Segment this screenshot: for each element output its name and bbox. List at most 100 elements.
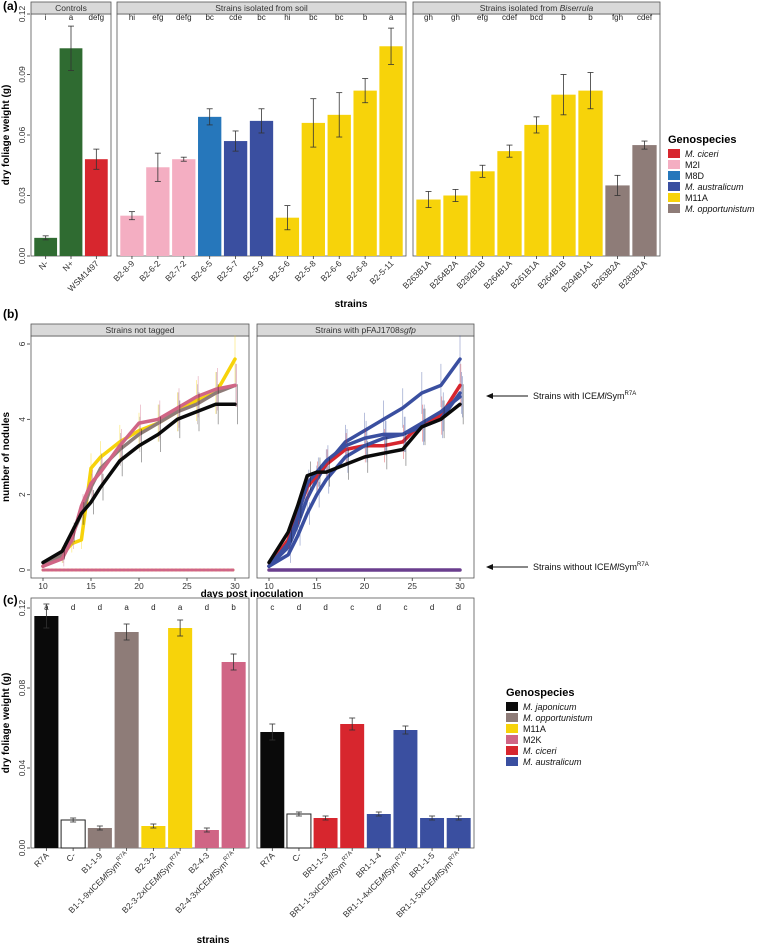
b-x-tick-label: 30 [230, 581, 240, 591]
b-facet-2-title-part: sgfp [400, 325, 416, 335]
c-y-tick-label: 0.08 [17, 679, 27, 696]
legend-a-title: Genospecies [668, 134, 736, 146]
legend-a-label: M. ciceri [685, 149, 720, 159]
bar-B264B1B [551, 94, 576, 257]
a-facet-1-title: Controls [55, 3, 87, 13]
significance-label: efg [477, 13, 488, 22]
bar-C- [60, 819, 86, 849]
bar-B2-5-9 [249, 120, 274, 256]
legend-c-swatch [506, 702, 518, 711]
annotation-part: Strains without ICE [533, 562, 610, 572]
legend-a-label: M. opportunistum [685, 204, 755, 214]
legend-c-swatch [506, 713, 518, 722]
bar-B1-1-9xICEMlSymR7A [114, 632, 139, 848]
legend-a-label: M2I [685, 160, 700, 170]
c-facet-2-frame [256, 597, 475, 849]
a-y-tick-label: 0.12 [17, 5, 27, 22]
x-tick-label: B2-5-11 [367, 258, 395, 286]
bar-B2-4-3 [194, 830, 219, 848]
significance-label: a [178, 603, 183, 612]
b-x-axis-label: days post inoculation [201, 589, 304, 600]
significance-label: bc [309, 13, 317, 22]
bar-BR1-1-4xICEMlSymR7A [393, 730, 418, 848]
bar-B2-5-7 [223, 141, 248, 256]
b-x-tick-label: 10 [38, 581, 48, 591]
legend-a-swatch [668, 204, 680, 213]
bar-B264B1A [497, 151, 522, 256]
x-tick-label: R7A [32, 850, 51, 869]
x-tick-label-sup: R7A [341, 850, 353, 862]
annotation-sup: R7A [637, 562, 649, 568]
x-tick-label-sup: R7A [223, 850, 235, 862]
b-x-tick-label: 15 [312, 581, 322, 591]
panel-letter-a: (a) [3, 0, 18, 13]
bar-BR1-1-3xICEMlSymR7A [340, 724, 365, 848]
bar-B1-1-9 [87, 828, 112, 848]
bar-B2-7-2 [172, 159, 196, 256]
panel-a: (a) dry foliage weight (g) 0.00 0.03 0.06 0.… [1, 0, 755, 310]
bar-B2-6-8 [353, 90, 377, 256]
legend-a-label: M8D [685, 171, 705, 181]
significance-label: d [323, 603, 327, 612]
bar-B2-5-11 [379, 46, 403, 257]
significance-label: d [98, 603, 102, 612]
series-line-M2K [41, 383, 237, 568]
legend-c-swatch [506, 735, 518, 744]
b-facet-1-title-part: Strains not tagged [106, 325, 175, 335]
significance-label: d [205, 603, 209, 612]
annotation-part: Sym [607, 391, 625, 401]
bar-B2-3-2 [141, 826, 166, 848]
annotation-label: Strains with ICEMlSymR7A [533, 391, 636, 401]
significance-label: d [297, 603, 301, 612]
c-y-axis-label: dry foliage weight (g) [1, 673, 12, 774]
b-y-tick-label: 6 [17, 341, 27, 346]
x-tick-label: B2-5-9 [241, 258, 266, 283]
x-tick-label-part: BR1-1-4xICE [341, 877, 384, 920]
a-facet-2-strip [116, 1, 407, 15]
significance-label: bc [335, 13, 343, 22]
b-x-tick-label: 25 [182, 581, 192, 591]
x-tick-label-part: B1-1-9xICE [66, 877, 104, 915]
significance-label: cdef [637, 13, 653, 22]
significance-label: a [389, 13, 394, 22]
x-tick-label: C- [290, 850, 304, 864]
significance-label: b [363, 13, 368, 22]
a-facet-2-title: Strains isolated from soil [215, 3, 308, 13]
significance-label: d [456, 603, 460, 612]
b-y-axis-label: number of nodules [1, 412, 12, 502]
b-facet-1-title: Strains not tagged [106, 325, 175, 335]
panel-b: (b) number of nodules 0 2 4 6 Strains not tag… [1, 307, 649, 600]
x-tick-label: B2-6-6 [319, 258, 344, 283]
c-facet-1-frame [30, 597, 250, 849]
a-facet-2-title-part: Strains isolated from soil [215, 3, 308, 13]
bar-WSM1497 [84, 159, 108, 256]
bar-BR1-1-3 [313, 818, 338, 848]
significance-label: gh [451, 13, 460, 22]
x-tick-label-part: B2-4-3xICE [173, 877, 211, 915]
x-tick-label: B2-6-8 [344, 258, 369, 283]
bar-B283B1A [632, 145, 657, 256]
significance-label: d [377, 603, 381, 612]
b-facet-2-title: Strains with pFAJ1708sgfp [315, 325, 416, 335]
c-y-tick-label: 0.12 [17, 599, 27, 616]
significance-label: bc [257, 13, 265, 22]
a-facet-1-strip [30, 1, 112, 15]
bar-BR1-1-5xICEMlSymR7A [446, 818, 471, 848]
x-tick-label: N- [37, 258, 51, 272]
annotation-label: Strains without ICEMlSymR7A [533, 562, 649, 572]
bar-N+ [59, 48, 83, 257]
annotation-arrowhead [486, 393, 493, 399]
bar-B292B1B [470, 171, 495, 256]
x-tick-label-part: B2-3-2xICE [120, 877, 158, 915]
legend-a-swatch [668, 160, 680, 169]
b-facet-1-strip [30, 323, 250, 337]
significance-label: cdef [502, 13, 518, 22]
b-y-tick-label: 4 [17, 417, 27, 422]
bar-B2-5-6 [275, 217, 300, 256]
c-y-tick-label: 0.00 [17, 839, 27, 856]
significance-label: hi [284, 13, 290, 22]
significance-label: bcd [530, 13, 543, 22]
x-tick-label-sup: R7A [169, 850, 181, 862]
significance-label: defg [176, 13, 192, 22]
